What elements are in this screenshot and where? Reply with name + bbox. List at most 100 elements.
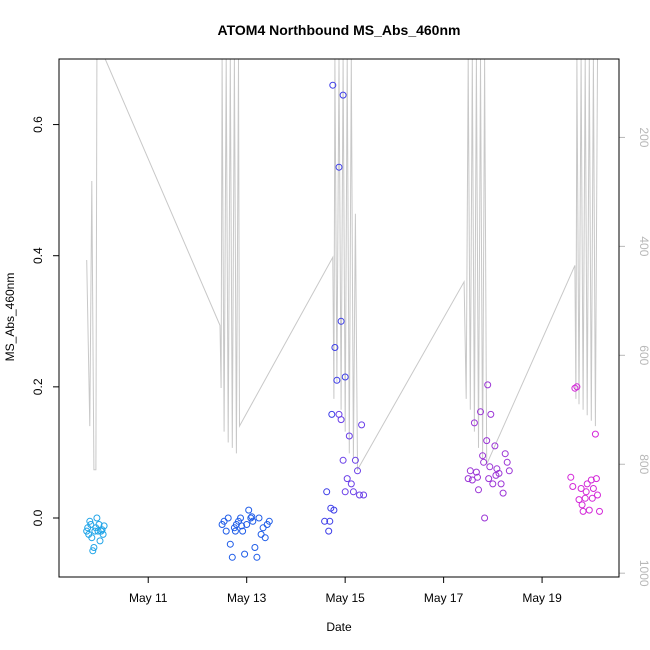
y-tick-label: 0.0 — [31, 509, 45, 526]
data-point — [581, 494, 589, 502]
series-4 — [335, 410, 368, 499]
data-point — [243, 521, 251, 528]
data-point — [354, 467, 361, 475]
data-point — [222, 527, 230, 535]
data-point — [245, 506, 253, 514]
y-tick-label: 0.4 — [31, 247, 45, 264]
x-axis: May 11 May 13 May 15 May 17 May 19 — [129, 577, 562, 605]
data-point — [226, 540, 234, 548]
pressure-line — [86, 58, 598, 472]
data-point — [578, 501, 586, 509]
data-point — [339, 91, 347, 99]
data-point — [90, 544, 98, 551]
data-point — [321, 517, 329, 525]
data-point — [577, 485, 585, 492]
y-axis-label: MS_Abs_460nm — [3, 273, 17, 362]
data-point — [328, 410, 336, 418]
data-point — [479, 452, 487, 460]
data-point — [86, 517, 94, 525]
y2-tick-label: 800 — [637, 454, 650, 474]
data-point — [481, 514, 489, 522]
data-point — [358, 421, 366, 429]
data-point — [585, 506, 593, 514]
x-tick-label: May 13 — [227, 591, 267, 605]
y-tick-label: 0.2 — [31, 378, 45, 395]
data-point — [326, 517, 334, 525]
pressure-overlay — [86, 58, 598, 472]
series-3 — [321, 81, 349, 535]
data-point — [253, 553, 261, 561]
series-1 — [83, 514, 108, 555]
data-point — [587, 476, 595, 484]
data-point — [341, 488, 349, 496]
data-point — [569, 483, 577, 490]
data-point — [237, 514, 244, 522]
data-point — [339, 456, 347, 464]
data-point — [87, 521, 95, 528]
data-point — [261, 534, 269, 542]
data-point — [491, 442, 499, 450]
data-point — [323, 488, 331, 496]
data-point — [239, 527, 247, 535]
data-point — [259, 524, 267, 532]
chart-title: ATOM4 Northbound MS_Abs_460nm — [218, 22, 461, 38]
data-point — [241, 550, 249, 558]
data-point — [489, 480, 497, 488]
plot-frame — [58, 58, 620, 578]
data-point — [483, 437, 491, 445]
data-point — [360, 491, 368, 499]
data-point — [484, 381, 492, 389]
data-point — [567, 473, 575, 481]
data-point — [255, 514, 263, 522]
y-axis: 0.0 0.2 0.4 0.6 — [31, 116, 59, 526]
data-point — [596, 507, 603, 515]
data-point — [333, 376, 341, 384]
x-tick-label: May 19 — [522, 591, 562, 605]
data-point — [93, 514, 101, 522]
data-point — [470, 419, 478, 427]
data-point — [329, 81, 337, 89]
data-point — [343, 475, 351, 483]
data-point — [330, 506, 338, 514]
data-point — [248, 513, 256, 521]
data-point — [95, 521, 103, 528]
data-point — [94, 527, 102, 535]
data-point — [579, 507, 587, 515]
data-point — [231, 527, 239, 535]
data-point — [573, 383, 581, 391]
data-point — [571, 384, 579, 392]
data-point — [487, 410, 495, 418]
data-point — [480, 458, 488, 466]
data-point — [249, 517, 257, 525]
data-point — [238, 522, 246, 530]
data-point — [464, 475, 472, 483]
data-point — [475, 486, 482, 494]
y2-tick-label: 200 — [637, 127, 650, 147]
data-point — [349, 488, 357, 496]
y2-axis: 200 400 600 800 1000 — [619, 127, 650, 587]
data-point — [582, 488, 590, 496]
data-point — [485, 475, 493, 483]
data-point — [466, 467, 474, 475]
data-point — [505, 467, 513, 475]
data-point — [325, 527, 333, 535]
data-point — [474, 473, 481, 481]
data-point — [501, 450, 509, 458]
x-tick-label: May 11 — [129, 591, 168, 605]
data-point — [591, 430, 599, 438]
x-tick-label: May 15 — [325, 591, 365, 605]
x-axis-label: Date — [326, 620, 352, 634]
data-point — [347, 480, 355, 488]
data-point — [486, 463, 494, 471]
data-point — [477, 408, 484, 416]
data-point — [99, 530, 107, 538]
data-point — [356, 491, 363, 499]
data-point — [341, 373, 349, 381]
data-point — [337, 317, 345, 325]
data-point — [335, 163, 343, 171]
data-point — [224, 514, 232, 522]
data-point — [592, 475, 600, 483]
y2-tick-label: 1000 — [637, 560, 650, 587]
series-6 — [567, 383, 603, 515]
data-point — [588, 494, 596, 502]
